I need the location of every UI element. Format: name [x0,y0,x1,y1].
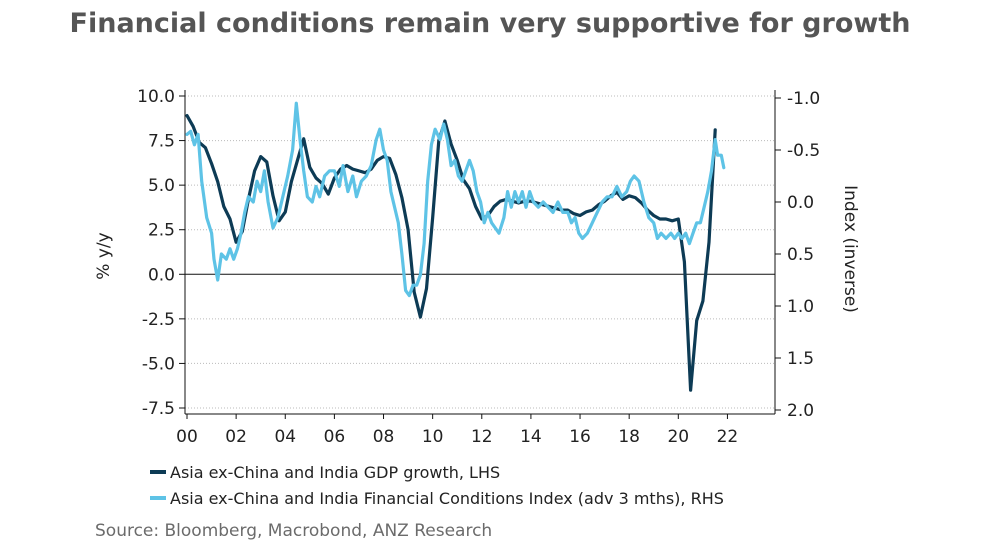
y-tick-label: -2.5 [142,310,175,330]
source-note: Source: Bloomberg, Macrobond, ANZ Resear… [95,521,493,541]
x-tick-label: 08 [373,427,395,447]
x-tick-label: 04 [274,427,296,447]
x-tick-label: 12 [471,427,493,447]
legend: Asia ex-China and India GDP growth, LHS … [150,463,724,508]
y-tick-label: -7.5 [142,399,175,419]
grid-lines [185,95,775,409]
x-tick-label: 20 [667,427,689,447]
x-tick-label: 22 [717,427,739,447]
y2-tick-label: -1.0 [787,89,820,109]
y-tick-label: 10.0 [137,87,175,107]
y2-tick-label: 1.5 [787,349,814,369]
axes [179,90,781,419]
series-line-financial-conditions [185,101,726,298]
x-tick-label: 02 [225,427,247,447]
tick-labels: 10.0 7.5 5.0 2.5 0.0 -2.5 -5.0 -7.5 -1.0 -0.5 0.0 0… [137,87,820,447]
y2-tick-label: 0.5 [787,245,814,265]
legend-label-gdp: Asia ex-China and India GDP growth, LHS [170,463,500,482]
x-tick-label: 16 [569,427,591,447]
y2-tick-label: 1.0 [787,297,814,317]
x-tick-label: 06 [324,427,346,447]
x-tick-label: 00 [176,427,198,447]
y-tick-label: 7.5 [148,132,175,152]
y-tick-label: 2.5 [148,221,175,241]
y-axis-label: % y/y [94,232,114,279]
x-tick-label: 14 [520,427,542,447]
chart-title: Financial conditions remain very support… [69,8,911,39]
y2-tick-label: -0.5 [787,141,820,161]
y-tick-label: 0.0 [148,265,175,285]
x-tick-label: 10 [422,427,444,447]
y-tick-label: -5.0 [142,354,175,374]
series-lines [185,101,726,392]
y2-axis-label: Index (inverse) [840,185,860,313]
x-tick-label: 18 [618,427,640,447]
series-line-gdp-growth [185,114,717,392]
y-tick-label: 5.0 [148,176,175,196]
y2-tick-label: 2.0 [787,401,814,421]
legend-label-fci: Asia ex-China and India Financial Condit… [170,489,724,508]
y2-tick-label: 0.0 [787,193,814,213]
